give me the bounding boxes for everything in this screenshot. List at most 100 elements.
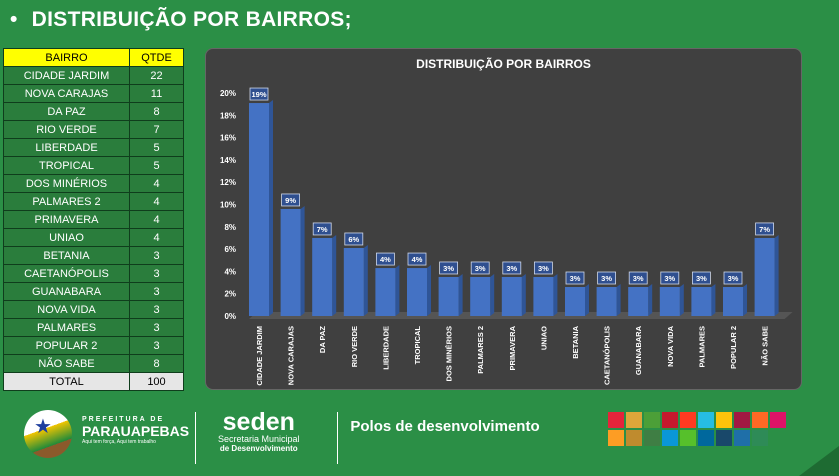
data-label: 19% — [251, 90, 266, 99]
bairro-cell: DA PAZ — [3, 102, 130, 121]
x-tick-label: NÃO SABE — [761, 326, 770, 366]
y-tick-label: 6% — [224, 245, 236, 254]
bar-side — [774, 234, 779, 316]
y-tick-label: 2% — [224, 290, 236, 299]
chart-svg: 0% 2% 4% 6% 8% 10% 12% 14% 16% 18% 20% 19% CIDADE JA… — [220, 87, 793, 386]
bar — [723, 287, 743, 316]
bar — [659, 287, 680, 316]
y-tick-label: 4% — [224, 267, 236, 276]
qtde-cell: 5 — [129, 156, 184, 175]
polos-text: Polos de desenvolvimento — [350, 418, 540, 435]
sdg-goal-icon — [770, 430, 786, 446]
data-label-box — [439, 261, 459, 275]
data-label: 3% — [696, 274, 707, 283]
corner-decoration — [799, 446, 839, 476]
sdg-goal-icon — [644, 430, 660, 446]
data-label: 3% — [601, 274, 612, 283]
seden-logo: seden Secretaria Municipal de Desenvolvi… — [218, 410, 300, 454]
table-row: CAETANÓPOLIS 3 — [3, 264, 184, 283]
table-row: RIO VERDE 7 — [3, 120, 184, 139]
bairro-cell: RIO VERDE — [3, 120, 130, 139]
bar — [596, 287, 617, 316]
bairro-cell: LIBERDADE — [3, 138, 130, 157]
data-label: 4% — [380, 255, 391, 264]
table-row: GUANABARA 3 — [3, 282, 184, 301]
sdg-goal-icon — [752, 430, 768, 446]
data-label-box — [281, 193, 300, 207]
table-row: DA PAZ 8 — [3, 102, 184, 121]
data-label-box — [312, 222, 332, 236]
footer: ★ PREFEITURA DE PARAUAPEBAS Aqui tem for… — [0, 400, 839, 476]
data-label-box — [628, 271, 648, 285]
sdg-goal-icon — [680, 430, 696, 446]
total-value: 100 — [129, 372, 184, 391]
table-row: DOS MINÉRIOS 4 — [3, 174, 184, 193]
bairro-cell: BETANIA — [3, 246, 130, 265]
data-label: 3% — [728, 274, 739, 283]
seden-line1: Secretaria Municipal — [218, 434, 300, 444]
data-label-box — [755, 222, 774, 236]
bar-side — [458, 273, 463, 316]
data-label-box — [565, 271, 585, 285]
data-label: 3% — [664, 274, 675, 283]
qtde-cell: 4 — [129, 228, 184, 247]
qtde-cell: 3 — [129, 318, 184, 337]
sdg-goal-icon — [698, 412, 714, 428]
y-tick-label: 8% — [224, 223, 236, 232]
page-title-text: DISTRIBUIÇÃO POR BAIRROS; — [31, 8, 352, 31]
bar-side — [616, 284, 621, 316]
header-bairro: BAIRRO — [3, 48, 130, 67]
bairros-table: BAIRRO QTDE CIDADE JARDIM 22 NOVA CARAJAS 1… — [3, 48, 184, 391]
data-label: 3% — [538, 264, 549, 273]
bar-side — [427, 265, 431, 316]
table-row: NOVA VIDA 3 — [3, 300, 184, 319]
prefeitura-name: PARAUAPEBAS — [82, 423, 190, 439]
x-tick-label: NOVA VIDA — [666, 325, 675, 366]
data-label-box — [249, 87, 269, 101]
table-row: NOVA CARAJAS 11 — [3, 84, 184, 103]
prefeitura-tagline: Aqui tem força, Aqui tem trabalho — [82, 439, 156, 445]
bar-side — [648, 284, 653, 316]
header-qtde: QTDE — [129, 48, 184, 67]
sdg-goal-icon — [734, 412, 750, 428]
bar — [691, 287, 712, 316]
x-tick-label: DA PAZ — [318, 326, 327, 354]
bar — [312, 237, 333, 316]
bairro-cell: NOVA VIDA — [3, 300, 130, 319]
qtde-cell: 8 — [129, 102, 184, 121]
total-row: TOTAL 100 — [3, 372, 184, 391]
bar-side — [269, 100, 273, 316]
sdg-goal-icon — [662, 412, 678, 428]
bairro-cell: PRIMAVERA — [3, 210, 130, 229]
sdg-goal-icon — [644, 412, 660, 428]
bar — [375, 268, 396, 316]
bairro-cell: TROPICAL — [3, 156, 130, 175]
y-tick-label: 14% — [220, 156, 236, 165]
bar-side — [521, 273, 526, 316]
x-tick-label: PALMARES 2 — [476, 326, 485, 374]
qtde-cell: 7 — [129, 120, 184, 139]
table-row: TROPICAL 5 — [3, 156, 184, 175]
page-title: • DISTRIBUIÇÃO POR BAIRROS; — [10, 8, 352, 31]
data-label-box — [502, 261, 522, 275]
y-tick-label: 16% — [220, 134, 236, 143]
bar-chart: DISTRIBUIÇÃO POR BAIRROS 0% 2% 4% 6% 8% 10% 12… — [205, 48, 802, 390]
bar — [407, 268, 427, 316]
data-label: 3% — [570, 274, 581, 283]
sdg-icons — [608, 412, 786, 446]
bar — [343, 247, 364, 316]
x-tick-label: POPULAR 2 — [729, 326, 738, 369]
sdg-goal-icon — [662, 430, 678, 446]
bar-side — [395, 265, 400, 316]
y-tick-label: 0% — [224, 312, 236, 321]
bairro-cell: PALMARES 2 — [3, 192, 130, 211]
bar-side — [679, 284, 684, 316]
divider — [337, 412, 338, 464]
bar-side — [553, 273, 558, 316]
seden-line2: de Desenvolvimento — [219, 444, 298, 453]
data-label: 4% — [412, 255, 423, 264]
sdg-goal-icon — [752, 412, 768, 428]
bairro-cell: GUANABARA — [3, 282, 130, 301]
